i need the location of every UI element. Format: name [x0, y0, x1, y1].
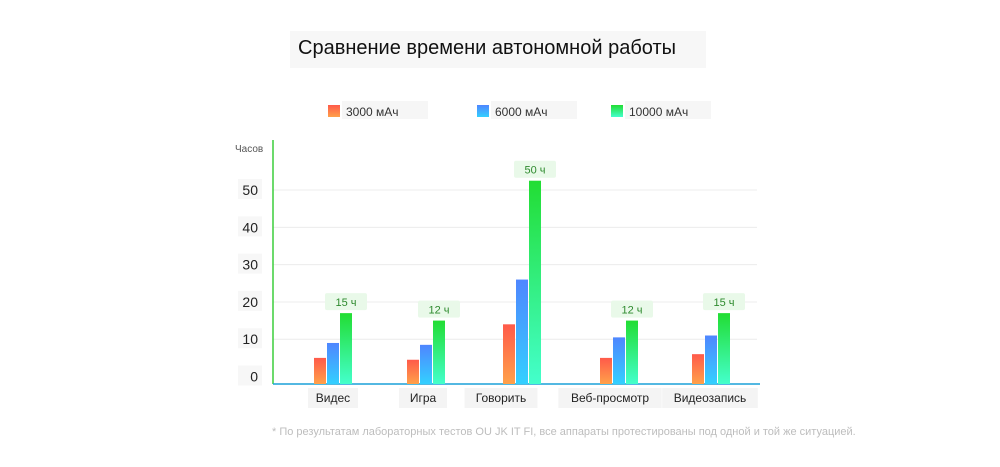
data-label: 15 ч — [713, 297, 734, 309]
data-label-bg — [611, 300, 653, 318]
bar-2-2 — [529, 180, 541, 384]
bar-1-0 — [327, 342, 339, 384]
y-tick-bg — [238, 365, 262, 386]
category-label-bg — [464, 388, 538, 408]
bar-2-0 — [340, 313, 352, 384]
legend: 3000 мАч 6000 мАч 10000 мАч — [328, 101, 711, 119]
bar-1-2 — [516, 279, 528, 384]
y-tick-label: 20 — [242, 294, 258, 310]
bar-1-1 — [420, 344, 432, 384]
y-axis-ticks: 0 10 20 30 40 50 — [238, 179, 262, 386]
chart-title: Сравнение времени автономной работы — [298, 37, 676, 59]
legend-label-bg — [342, 101, 428, 119]
bar-0-0 — [314, 357, 326, 384]
data-label: 50 ч — [524, 165, 545, 177]
bar-0-3 — [600, 357, 612, 384]
y-tick-label: 50 — [242, 182, 258, 198]
data-label: 12 ч — [621, 305, 642, 317]
category-label-bg — [399, 388, 447, 408]
category-label-bg — [558, 388, 662, 408]
data-label-bg — [514, 160, 556, 178]
bar-0-2 — [503, 324, 515, 384]
y-tick-label: 10 — [242, 331, 258, 347]
category-labels: Видес Игра Говорить Веб-просмотр Видеозапись — [308, 388, 758, 408]
legend-swatch-1 — [477, 105, 489, 117]
y-tick-bg — [238, 216, 262, 237]
legend-label-0: 3000 мАч — [346, 105, 399, 119]
category-label: Говорить — [476, 391, 526, 405]
bar-1-3 — [613, 337, 625, 384]
y-tick-bg — [238, 179, 262, 200]
data-label-bg — [703, 293, 745, 311]
y-tick-bg — [238, 253, 262, 274]
y-tick-bg — [238, 290, 262, 311]
legend-label-2: 10000 мАч — [629, 105, 688, 119]
chart-title-background — [290, 31, 706, 68]
category-label: Видес — [316, 391, 350, 405]
bar-2-1 — [433, 320, 445, 384]
legend-swatch-2 — [611, 105, 623, 117]
data-label: 12 ч — [428, 305, 449, 317]
data-labels: 15 ч 12 ч 50 ч 12 ч 15 ч — [325, 160, 745, 318]
category-label-bg — [662, 388, 758, 408]
category-label: Видеозапись — [674, 391, 747, 405]
y-tick-label: 40 — [242, 219, 258, 235]
footnote: * По результатам лабораторных тестов OU … — [272, 426, 856, 438]
y-tick-label: 0 — [250, 369, 258, 385]
legend-label-1: 6000 мАч — [495, 105, 548, 119]
data-label-bg — [418, 300, 460, 318]
category-label: Веб-просмотр — [571, 391, 649, 405]
bar-1-4 — [705, 335, 717, 384]
legend-label-bg — [491, 101, 577, 119]
bars — [314, 180, 730, 384]
data-label-bg — [325, 293, 367, 311]
bar-0-1 — [407, 359, 419, 384]
category-label: Игра — [410, 391, 437, 405]
bar-2-3 — [626, 320, 638, 384]
y-tick-bg — [238, 328, 262, 349]
category-label-bg — [308, 388, 358, 408]
bar-2-4 — [718, 313, 730, 384]
y-axis-label: Часов — [235, 144, 263, 155]
data-label: 15 ч — [335, 297, 356, 309]
bar-0-4 — [692, 354, 704, 384]
legend-label-bg — [625, 101, 711, 119]
legend-swatch-0 — [328, 105, 340, 117]
y-tick-label: 30 — [242, 257, 258, 273]
